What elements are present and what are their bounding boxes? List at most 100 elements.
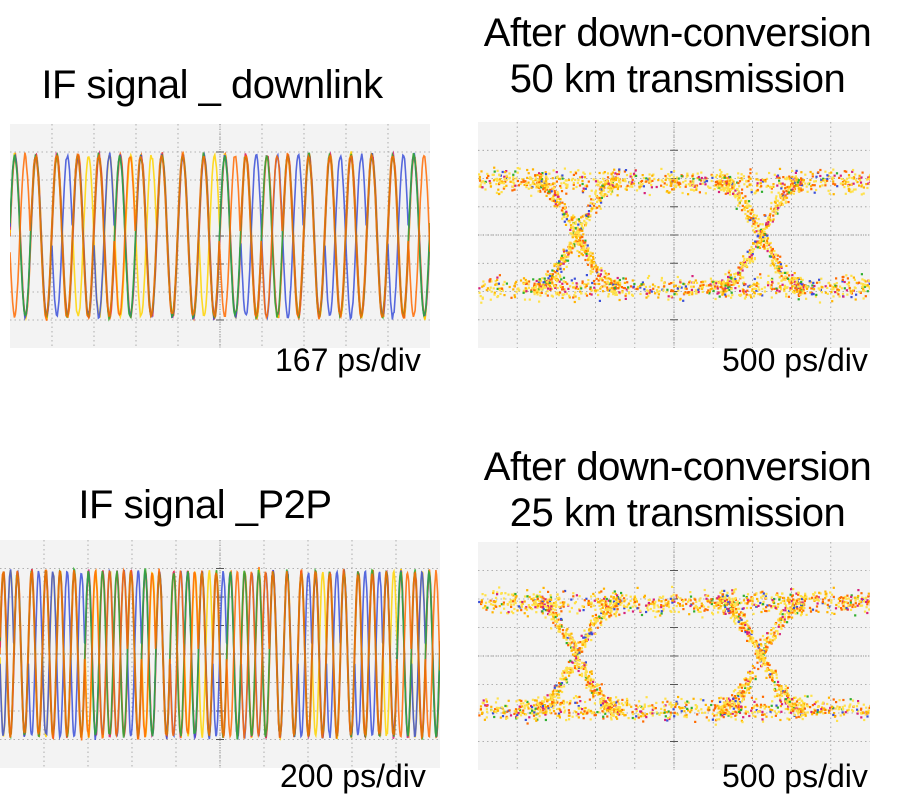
- eye-sample: [558, 274, 561, 277]
- eye-sample: [519, 702, 523, 705]
- eye-sample: [710, 598, 713, 601]
- eye-sample: [627, 602, 630, 605]
- eye-sample: [606, 607, 609, 610]
- eye-sample: [780, 197, 783, 200]
- eye-sample: [481, 701, 484, 704]
- eye-sample: [815, 175, 818, 178]
- eye-sample: [554, 285, 557, 288]
- eye-sample: [479, 183, 482, 186]
- eye-sample: [744, 705, 747, 709]
- eye-sample: [847, 189, 851, 192]
- eye-sample: [521, 711, 524, 714]
- eye-sample: [556, 175, 559, 178]
- eye-sample: [598, 268, 601, 271]
- eye-sample: [576, 228, 579, 231]
- eye-sample: [701, 286, 704, 289]
- eye-sample: [840, 607, 843, 610]
- eye-sample: [831, 285, 834, 288]
- eye-sample: [494, 710, 497, 714]
- eye-sample: [740, 719, 743, 722]
- eye-sample: [775, 292, 778, 295]
- eye-sample: [526, 722, 529, 725]
- eye-sample: [691, 174, 694, 177]
- eye-sample: [596, 619, 599, 622]
- eye-sample: [642, 177, 645, 180]
- eye-sample: [502, 283, 505, 286]
- eye-sample: [590, 293, 593, 296]
- eye-diagram-25km-plot: [478, 542, 870, 770]
- eye-sample: [598, 604, 601, 607]
- eye-sample: [568, 241, 571, 244]
- eye-sample: [627, 717, 630, 720]
- eye-sample: [779, 601, 782, 604]
- eye-sample: [782, 176, 785, 179]
- eye-sample: [631, 185, 634, 188]
- eye-sample: [846, 608, 849, 611]
- eye-sample: [669, 181, 672, 184]
- eye-sample: [735, 194, 738, 197]
- eye-sample: [558, 714, 561, 717]
- eye-sample: [678, 285, 681, 288]
- eye-sample: [762, 243, 766, 246]
- eye-sample: [647, 598, 650, 602]
- eye-sample: [705, 177, 708, 180]
- eye-sample: [867, 595, 870, 598]
- eye-sample: [594, 620, 597, 623]
- eye-sample: [589, 709, 593, 712]
- eye-sample: [562, 280, 565, 283]
- eye-sample: [612, 283, 615, 286]
- eye-sample: [813, 708, 816, 711]
- eye-sample: [740, 708, 743, 712]
- eye-sample: [714, 180, 717, 184]
- eye-sample: [803, 599, 806, 603]
- eye-sample: [605, 179, 608, 182]
- eye-sample: [669, 184, 672, 187]
- eye-sample: [812, 593, 815, 596]
- eye-sample: [737, 273, 740, 276]
- eye-sample: [771, 259, 774, 262]
- eye-sample: [750, 183, 753, 186]
- eye-sample: [494, 708, 497, 711]
- eye-sample: [670, 595, 673, 598]
- eye-sample: [610, 177, 613, 180]
- eye-sample: [581, 182, 584, 186]
- eye-sample: [623, 287, 626, 290]
- eye-sample: [697, 610, 700, 613]
- eye-sample: [636, 586, 639, 589]
- eye-sample: [774, 204, 777, 207]
- eye-sample: [547, 705, 550, 708]
- eye-sample: [852, 705, 856, 708]
- eye-sample: [574, 648, 577, 651]
- eye-sample: [552, 707, 555, 710]
- eye-sample: [671, 179, 674, 182]
- eye-sample: [554, 701, 557, 704]
- eye-sample: [596, 693, 599, 696]
- eye-sample: [724, 295, 727, 298]
- eye-sample: [738, 180, 742, 183]
- eye-sample: [548, 613, 551, 616]
- eye-sample: [584, 187, 587, 190]
- eye-sample: [809, 706, 812, 709]
- eye-sample: [582, 171, 585, 174]
- eye-sample: [590, 595, 593, 598]
- eye-sample: [769, 212, 772, 216]
- eye-sample: [811, 713, 814, 716]
- eye-sample: [582, 244, 585, 247]
- eye-sample: [518, 167, 521, 170]
- eye-sample: [549, 188, 552, 191]
- eye-sample: [800, 184, 803, 187]
- eye-sample: [652, 287, 655, 290]
- eye-sample: [602, 599, 605, 602]
- eye-sample: [610, 282, 613, 285]
- eye-sample: [580, 243, 584, 246]
- eye-sample: [509, 714, 513, 717]
- eye-sample: [574, 650, 577, 654]
- eye-sample: [852, 603, 855, 606]
- eye-sample: [849, 290, 852, 293]
- eye-sample: [596, 711, 599, 714]
- eye-sample: [682, 299, 685, 302]
- eye-sample: [647, 603, 650, 606]
- eye-sample: [590, 633, 593, 636]
- eye-sample: [713, 606, 716, 609]
- eye-sample: [664, 697, 667, 700]
